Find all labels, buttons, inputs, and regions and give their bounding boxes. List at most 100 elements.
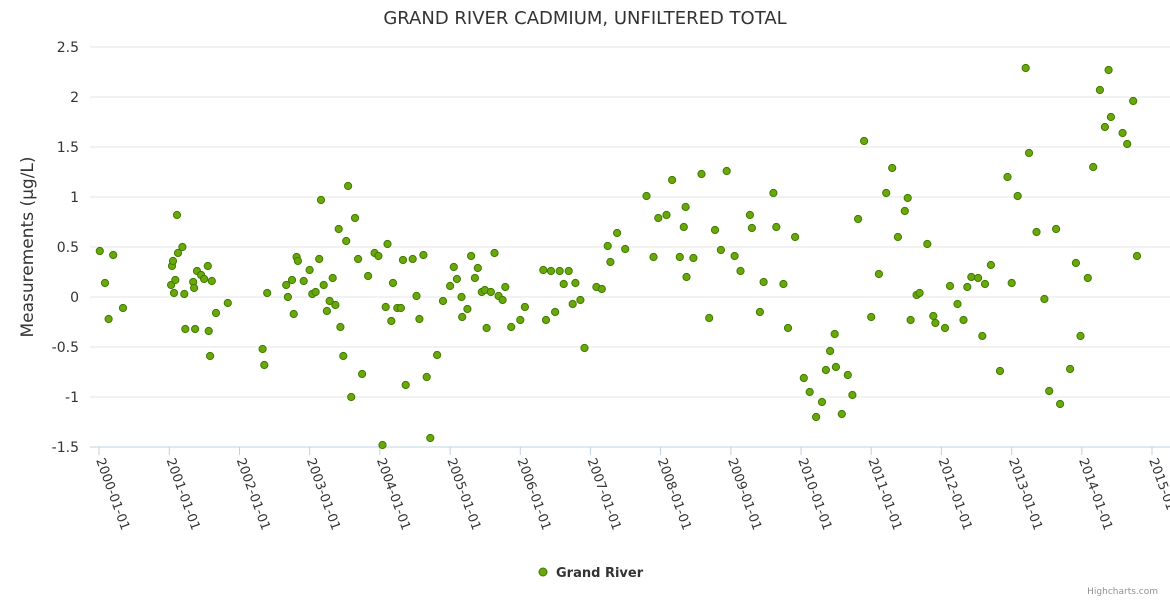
data-point[interactable] bbox=[520, 302, 530, 312]
data-point[interactable] bbox=[458, 312, 467, 322]
data-point[interactable] bbox=[576, 295, 585, 305]
data-point[interactable] bbox=[559, 279, 568, 289]
data-point[interactable] bbox=[109, 250, 118, 260]
data-point[interactable] bbox=[931, 318, 940, 328]
data-point[interactable] bbox=[319, 280, 328, 290]
data-point[interactable] bbox=[419, 250, 428, 260]
data-point[interactable] bbox=[603, 241, 612, 251]
data-point[interactable] bbox=[1045, 386, 1054, 396]
data-point[interactable] bbox=[172, 210, 182, 220]
data-point[interactable] bbox=[311, 287, 320, 297]
data-point[interactable] bbox=[350, 213, 360, 223]
data-point[interactable] bbox=[449, 262, 458, 272]
data-point[interactable] bbox=[388, 278, 398, 288]
data-point[interactable] bbox=[613, 228, 622, 238]
data-point[interactable] bbox=[689, 253, 698, 263]
data-point[interactable] bbox=[336, 322, 345, 332]
data-point[interactable] bbox=[1104, 65, 1113, 75]
data-point[interactable] bbox=[347, 392, 356, 402]
data-point[interactable] bbox=[837, 409, 846, 419]
data-point[interactable] bbox=[452, 274, 461, 284]
data-point[interactable] bbox=[118, 303, 128, 313]
data-point[interactable] bbox=[555, 266, 564, 276]
data-point[interactable] bbox=[1100, 122, 1110, 132]
data-point[interactable] bbox=[541, 315, 551, 325]
data-point[interactable] bbox=[344, 181, 353, 191]
data-point[interactable] bbox=[331, 300, 340, 310]
data-point[interactable] bbox=[826, 346, 835, 356]
data-point[interactable] bbox=[190, 283, 199, 293]
data-point[interactable] bbox=[463, 304, 472, 314]
data-point[interactable] bbox=[900, 206, 909, 216]
data-point[interactable] bbox=[860, 136, 869, 146]
data-point[interactable] bbox=[705, 313, 714, 323]
data-point[interactable] bbox=[769, 188, 778, 198]
data-point[interactable] bbox=[438, 296, 448, 306]
data-point[interactable] bbox=[305, 265, 314, 275]
data-point[interactable] bbox=[539, 265, 548, 275]
data-point[interactable] bbox=[817, 397, 827, 407]
data-point[interactable] bbox=[207, 276, 216, 286]
legend-label[interactable]: Grand River bbox=[556, 566, 644, 581]
data-point[interactable] bbox=[812, 412, 821, 422]
data-point[interactable] bbox=[799, 373, 808, 383]
data-point[interactable] bbox=[168, 256, 178, 266]
data-point[interactable] bbox=[516, 315, 525, 325]
data-point[interactable] bbox=[426, 433, 435, 443]
data-point[interactable] bbox=[490, 248, 499, 258]
data-point[interactable] bbox=[621, 244, 630, 254]
data-point[interactable] bbox=[322, 306, 331, 316]
data-point[interactable] bbox=[263, 288, 272, 298]
data-point[interactable] bbox=[486, 287, 495, 297]
data-point[interactable] bbox=[986, 260, 996, 270]
data-point[interactable] bbox=[953, 299, 962, 309]
data-point[interactable] bbox=[874, 269, 884, 279]
data-point[interactable] bbox=[1056, 399, 1065, 409]
data-point[interactable] bbox=[805, 387, 814, 397]
data-point[interactable] bbox=[467, 251, 476, 261]
data-point[interactable] bbox=[710, 225, 720, 235]
data-point[interactable] bbox=[551, 307, 560, 317]
data-point[interactable] bbox=[446, 281, 455, 291]
data-point[interactable] bbox=[470, 273, 479, 283]
data-point[interactable] bbox=[171, 275, 180, 285]
data-point[interactable] bbox=[1007, 278, 1016, 288]
data-point[interactable] bbox=[342, 236, 351, 246]
data-point[interactable] bbox=[772, 222, 781, 232]
data-point[interactable] bbox=[888, 163, 897, 173]
data-point[interactable] bbox=[963, 282, 972, 292]
data-point[interactable] bbox=[364, 271, 373, 281]
data-point[interactable] bbox=[415, 314, 424, 324]
data-point[interactable] bbox=[722, 166, 731, 176]
data-point[interactable] bbox=[299, 276, 308, 286]
data-point[interactable] bbox=[893, 232, 903, 242]
data-point[interactable] bbox=[903, 193, 912, 203]
data-point[interactable] bbox=[597, 284, 606, 294]
data-point[interactable] bbox=[783, 323, 793, 333]
data-point[interactable] bbox=[398, 255, 408, 265]
data-point[interactable] bbox=[1123, 139, 1132, 149]
data-point[interactable] bbox=[181, 324, 190, 334]
data-point[interactable] bbox=[959, 315, 968, 325]
data-point[interactable] bbox=[211, 308, 221, 318]
data-point[interactable] bbox=[915, 288, 924, 298]
data-point[interactable] bbox=[747, 223, 757, 233]
data-point[interactable] bbox=[1066, 364, 1075, 374]
data-point[interactable] bbox=[730, 251, 739, 261]
data-point[interactable] bbox=[408, 254, 417, 264]
data-point[interactable] bbox=[571, 278, 580, 288]
data-point[interactable] bbox=[945, 281, 955, 291]
data-point[interactable] bbox=[654, 213, 663, 223]
data-point[interactable] bbox=[169, 288, 179, 298]
legend[interactable]: Grand River bbox=[538, 566, 644, 581]
data-point[interactable] bbox=[507, 322, 516, 332]
data-point[interactable] bbox=[95, 246, 104, 256]
data-point[interactable] bbox=[258, 344, 267, 354]
data-point[interactable] bbox=[498, 295, 507, 305]
data-point[interactable] bbox=[283, 292, 292, 302]
data-point[interactable] bbox=[568, 299, 577, 309]
data-point[interactable] bbox=[200, 274, 209, 284]
data-point[interactable] bbox=[682, 272, 691, 282]
data-point[interactable] bbox=[736, 266, 745, 276]
data-point[interactable] bbox=[1089, 162, 1098, 172]
